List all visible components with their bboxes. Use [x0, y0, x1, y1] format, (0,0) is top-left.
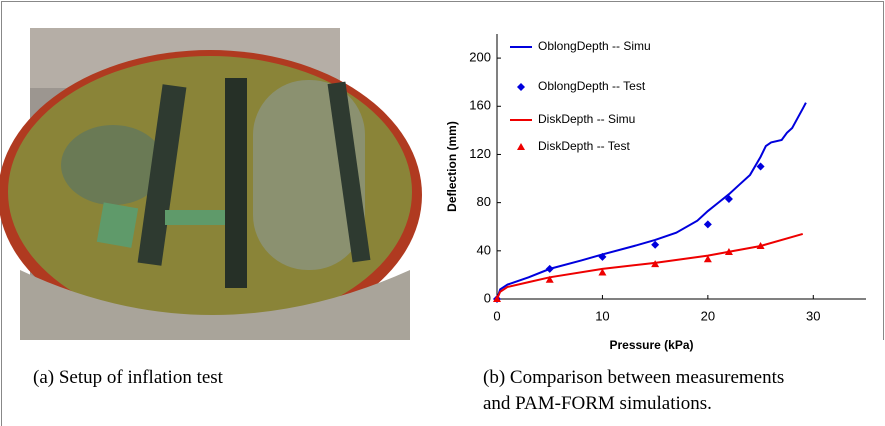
y-tick-label: 160 — [469, 98, 491, 113]
x-tick-label: 30 — [806, 308, 820, 323]
photo — [0, 28, 422, 340]
caption-a: (a) Setup of inflation test — [33, 367, 223, 388]
y-tick-label: 40 — [477, 242, 491, 257]
data-point — [598, 252, 607, 261]
data-point — [756, 242, 765, 249]
y-tick-label: 200 — [469, 50, 491, 65]
caption-b-line: and PAM-FORM simulations. — [483, 393, 712, 414]
x-axis-title: Pressure (kPa) — [609, 338, 693, 352]
data-point — [545, 264, 554, 273]
series-line — [496, 232, 804, 300]
data-point — [724, 248, 733, 256]
caption-b-line: (b) Comparison between measurements — [483, 367, 785, 388]
y-tick-label: 80 — [477, 194, 491, 209]
legend-label: DiskDepth -- Simu — [538, 112, 635, 126]
data-point — [598, 268, 607, 276]
legend-label: OblongDepth -- Test — [538, 79, 646, 93]
y-axis-title: Deflection (mm) — [445, 121, 459, 212]
data-point — [651, 260, 660, 268]
data-point — [756, 162, 765, 171]
data-point — [703, 220, 712, 229]
x-tick-label: 0 — [493, 308, 500, 323]
data-point — [651, 240, 660, 249]
series-line — [496, 102, 807, 300]
legend-swatch — [517, 83, 525, 91]
x-tick-label: 10 — [595, 308, 609, 323]
data-point — [703, 255, 712, 263]
y-tick-label: 0 — [484, 290, 491, 305]
y-tick-label: 120 — [469, 146, 491, 161]
legend-label: DiskDepth -- Test — [538, 139, 630, 153]
data-point — [545, 275, 554, 283]
x-tick-label: 20 — [701, 308, 715, 323]
legend-label: OblongDepth -- Simu — [538, 39, 651, 53]
legend-swatch — [517, 143, 525, 150]
data-point — [724, 195, 733, 204]
data-point — [493, 295, 501, 302]
